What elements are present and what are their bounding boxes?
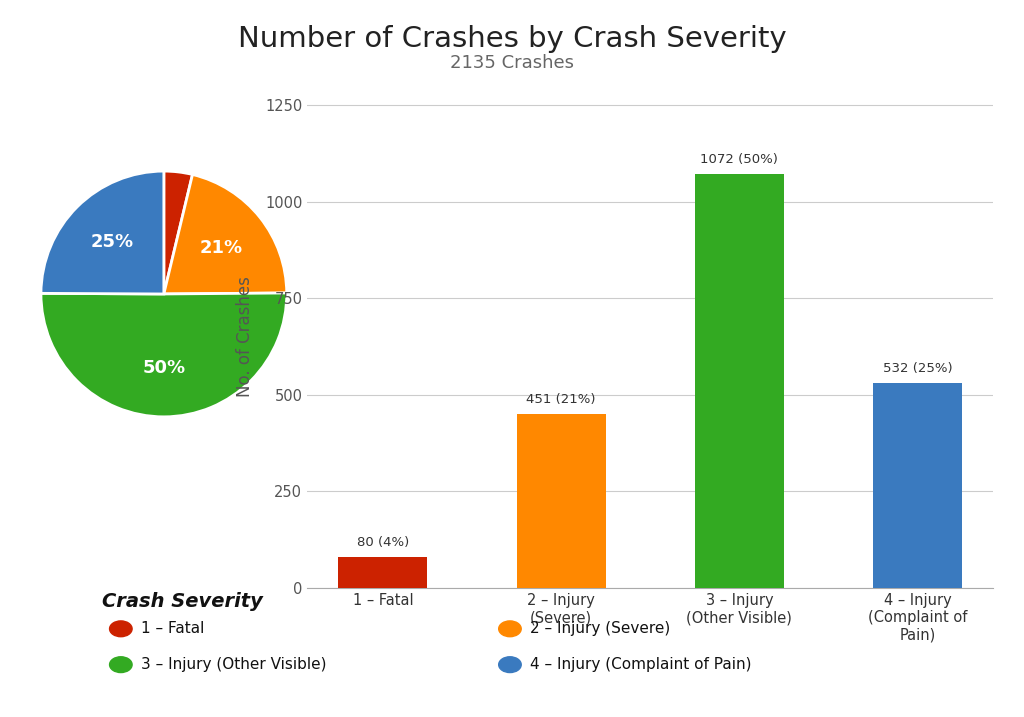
Bar	[338, 557, 427, 588]
Text: Number of Crashes by Crash Severity: Number of Crashes by Crash Severity	[238, 25, 786, 53]
Bar	[873, 383, 963, 588]
Text: Crash Severity: Crash Severity	[102, 592, 263, 610]
Wedge shape	[164, 171, 193, 294]
Wedge shape	[164, 174, 287, 294]
Text: 3 – Injury (Other Visible): 3 – Injury (Other Visible)	[141, 657, 327, 672]
Bar	[695, 174, 784, 588]
Text: 50%: 50%	[142, 358, 185, 376]
Text: 532 (25%): 532 (25%)	[883, 362, 952, 375]
Text: 80 (4%): 80 (4%)	[356, 536, 409, 549]
Bar	[516, 414, 605, 588]
Text: 4 – Injury (Complaint of Pain): 4 – Injury (Complaint of Pain)	[530, 657, 752, 672]
Text: 21%: 21%	[200, 239, 243, 257]
Text: 1072 (50%): 1072 (50%)	[700, 153, 778, 166]
Text: 451 (21%): 451 (21%)	[526, 393, 596, 406]
Text: 1 – Fatal: 1 – Fatal	[141, 622, 205, 636]
Text: 2 – Injury (Severe): 2 – Injury (Severe)	[530, 622, 671, 636]
Wedge shape	[41, 171, 164, 294]
Text: 2135 Crashes: 2135 Crashes	[450, 54, 574, 72]
Text: 25%: 25%	[90, 233, 133, 251]
Y-axis label: No. of Crashes: No. of Crashes	[236, 277, 254, 397]
Wedge shape	[41, 293, 287, 417]
